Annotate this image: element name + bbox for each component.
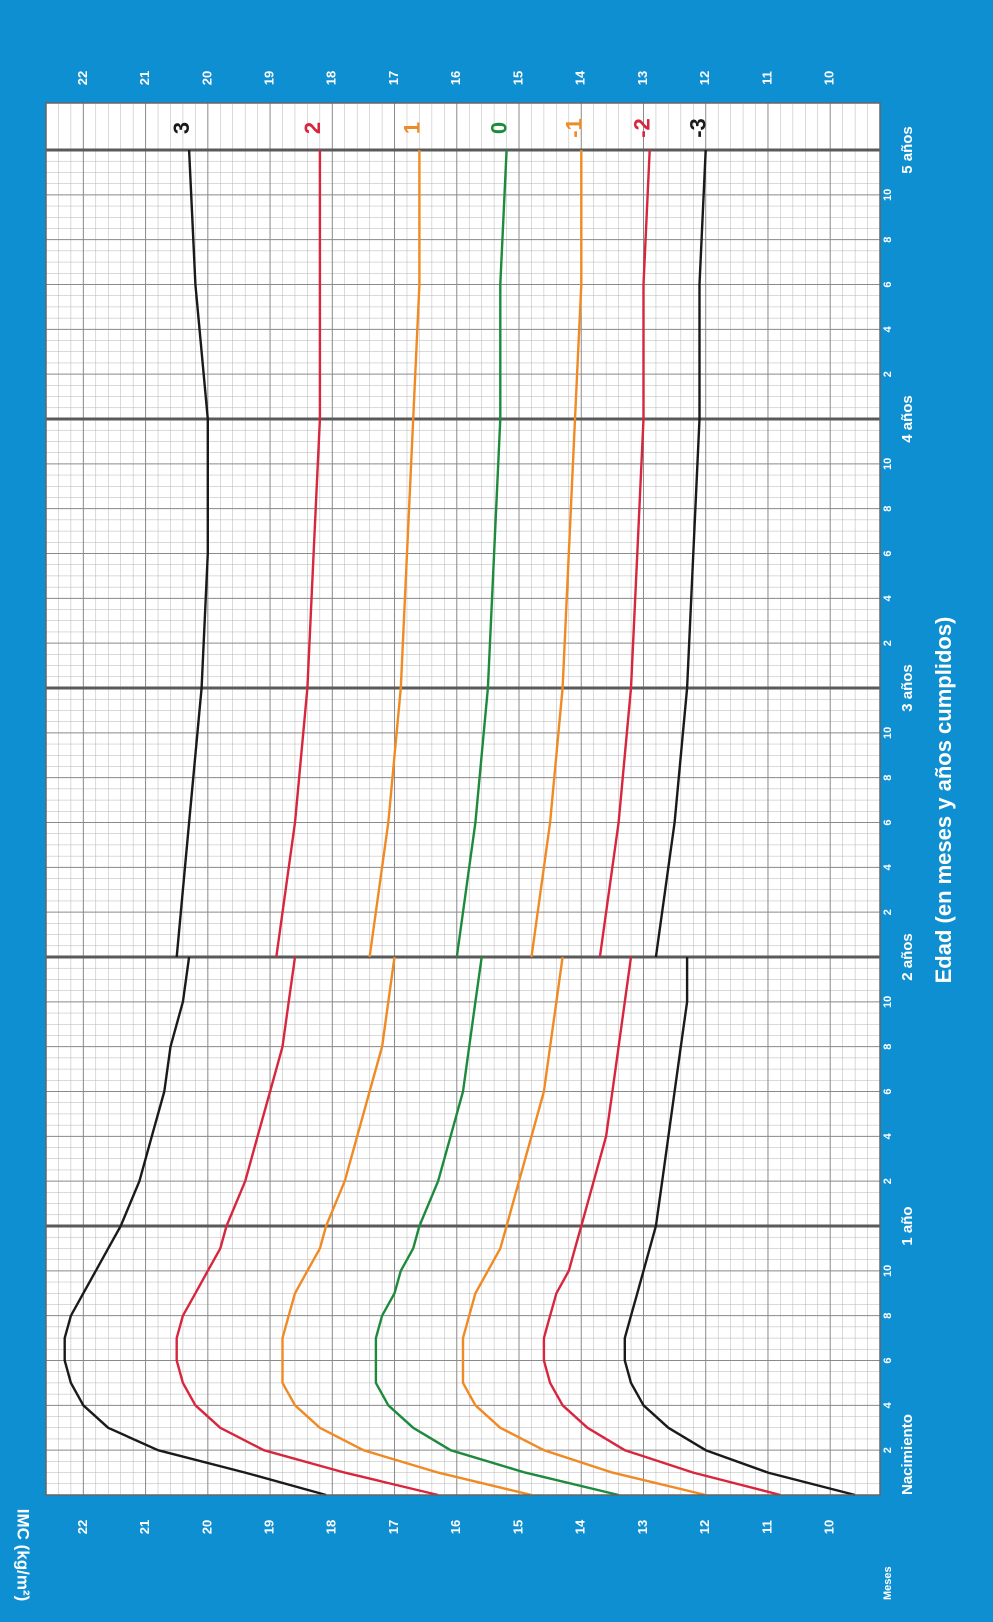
month-tick-label: 4 [882,325,894,332]
year-label: 5 años [899,126,916,174]
month-tick-label: 4 [882,1132,894,1139]
series-line--1 [461,956,706,1497]
series-line-3 [63,956,327,1497]
month-tick-label: 6 [882,819,894,825]
bmi-tick-label-bottom: 14 [573,1519,588,1534]
series-line-1 [281,956,532,1497]
bmi-tick-label-top: 13 [635,71,650,85]
series-line-0 [455,149,508,958]
bmi-tick-label-top: 16 [448,71,463,85]
series-line--2 [542,956,781,1497]
series-label-3: 3 [169,122,194,134]
series-layer [63,149,856,1497]
bmi-tick-label-bottom: 13 [635,1520,650,1534]
month-tick-label: 6 [882,281,894,287]
month-tick-label: 8 [882,1313,894,1319]
bmi-tick-label-bottom: 15 [510,1520,525,1534]
month-tick-label: 2 [882,1178,894,1184]
series-label--2: -2 [630,118,655,138]
month-tick-label: 8 [882,1044,894,1050]
series-line-1 [368,150,421,958]
plot-border [45,102,881,1496]
series-label-0: 0 [487,122,512,134]
year-label: Nacimiento [899,1414,916,1495]
bmi-tick-label-top: 18 [324,71,339,85]
bmi-tick-label-top: 12 [697,71,712,85]
bmi-tick-label-bottom: 16 [448,1520,463,1534]
month-tick-label: 6 [882,1088,894,1094]
y-axis-title: IMC (kg/m²) [14,1509,33,1602]
year-label: 1 año [899,1206,916,1245]
month-tick-label: 10 [882,189,894,201]
bmi-tick-label-top: 21 [137,71,152,85]
month-tick-label: 10 [882,996,894,1008]
bmi-tick-label-bottom: 21 [137,1520,152,1534]
bmi-tick-label-top: 22 [75,71,90,85]
month-tick-label: 10 [882,727,894,739]
x-axis-title: Edad (en meses y años cumplidos) [931,617,956,984]
year-lines [46,148,880,1228]
year-label: 4 años [899,395,916,443]
series-labels: 3 2 1 0 -1 -2 -3 [169,118,711,138]
bmi-tick-label-top: 19 [261,71,276,85]
x-tick-labels: 2 4 6 8 10 2 4 6 8 10 2 4 6 8 10 2 4 6 8 10 2 4 6 8 10 Nacimiento… [882,126,916,1600]
month-tick-label: 2 [882,909,894,915]
series-label-2: 2 [300,122,325,134]
month-tick-label: 4 [882,594,894,601]
series-line--3 [654,149,707,958]
month-tick-label: 8 [882,506,894,512]
bmi-tick-label-bottom: 10 [822,1520,837,1534]
series-line--3 [623,957,856,1497]
series-line--2 [598,149,651,958]
bmi-tick-label-bottom: 20 [199,1520,214,1534]
axis-titles: Edad (en meses y años cumplidos) IMC (kg/… [14,617,956,1602]
bmi-tick-label-top: 17 [386,71,401,85]
bmi-tick-label-top: 14 [573,70,588,85]
series-line-2 [175,956,439,1497]
month-tick-label: 6 [882,550,894,556]
bmi-tick-label-top: 11 [759,71,774,85]
series-label--1: -1 [561,118,586,138]
month-tick-label: 4 [882,1401,894,1408]
month-tick-label: 8 [882,775,894,781]
bmi-tick-label-bottom: 12 [697,1520,712,1534]
month-tick-label: 6 [882,1357,894,1363]
series-label--3: -3 [686,118,711,138]
bmi-tick-label-bottom: 18 [324,1520,339,1534]
bmi-tick-label-top: 10 [822,71,837,85]
bmi-tick-label-bottom: 19 [261,1520,276,1534]
bmi-tick-label-top: 15 [510,71,525,85]
series-line-0 [374,956,619,1497]
bmi-tick-label-bottom: 11 [759,1520,774,1534]
month-axis-label: Meses [882,1566,894,1600]
month-tick-label: 2 [882,1447,894,1453]
month-tick-label: 2 [882,371,894,377]
year-label: 2 años [899,933,916,981]
month-tick-label: 10 [882,1265,894,1277]
bmi-tick-label-top: 20 [199,71,214,85]
bmi-tick-label-bottom: 17 [386,1520,401,1534]
series-line-2 [275,150,322,958]
plot-background [46,103,880,1495]
month-tick-label: 8 [882,237,894,243]
series-line--1 [530,150,583,958]
series-label-1: 1 [399,122,424,134]
series-line-3 [175,149,209,958]
month-tick-label: 10 [882,458,894,470]
month-tick-label: 4 [882,863,894,870]
bmi-tick-label-bottom: 22 [75,1520,90,1534]
y-tick-labels: 1010111112121313141415151616171718181919… [75,70,837,1534]
year-label: 3 años [899,664,916,712]
month-tick-label: 2 [882,640,894,646]
